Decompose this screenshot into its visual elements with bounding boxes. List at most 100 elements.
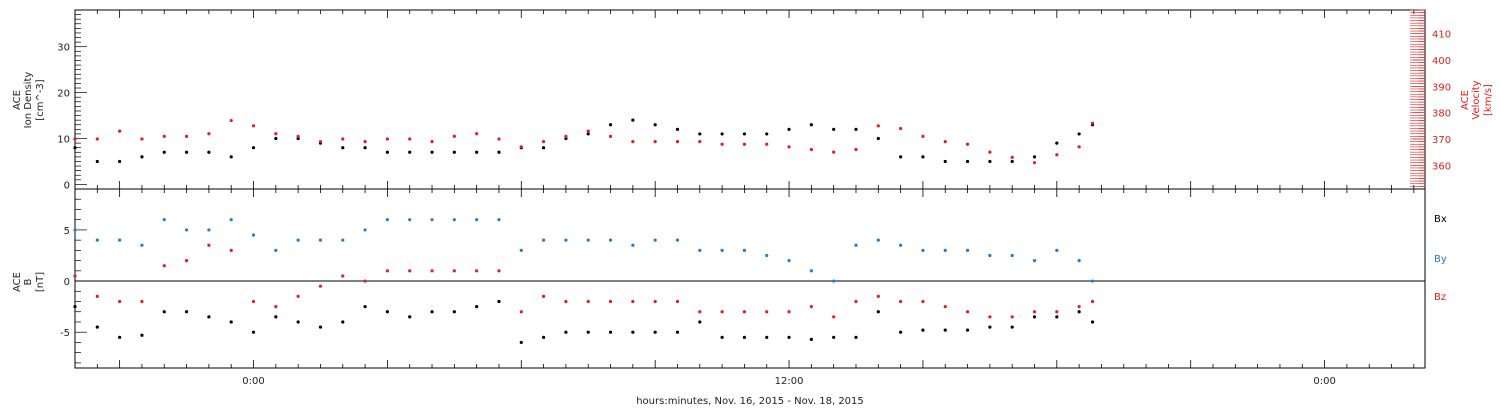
density-point: [363, 146, 367, 150]
velocity-point: [408, 137, 412, 141]
b-bz-point: [430, 269, 434, 273]
b-bx-point: [1032, 315, 1037, 319]
b-by-point: [899, 243, 903, 247]
b-bz-point: [497, 269, 501, 273]
b-bx-point: [341, 320, 345, 324]
velocity-point: [73, 137, 77, 141]
b-bx-point: [1010, 325, 1014, 329]
b-bz-point: [787, 310, 791, 314]
b-bz-point: [541, 294, 546, 298]
velocity-point: [95, 137, 99, 141]
b-bz-point: [1055, 310, 1059, 314]
b-by-point: [988, 253, 992, 258]
velocity-point: [140, 137, 144, 141]
b-bz-point: [385, 269, 389, 273]
b-bz-point: [854, 299, 858, 304]
density-point: [675, 127, 680, 131]
density-point: [608, 123, 613, 127]
b-bz-point: [899, 299, 903, 304]
b-by-point: [497, 218, 501, 222]
velocity-point: [832, 150, 836, 154]
right-y-tick-label: 390: [1432, 82, 1451, 93]
b-bz-point: [988, 315, 992, 319]
velocity-point: [274, 132, 278, 136]
velocity-point: [631, 140, 635, 144]
b-bz-point: [608, 299, 613, 304]
b-by-point: [943, 248, 947, 252]
b-by-point: [698, 248, 702, 252]
b-by-point: [229, 218, 233, 222]
b-bx-point: [229, 320, 233, 324]
velocity-point: [296, 134, 300, 138]
density-point: [251, 146, 256, 150]
density-point: [95, 159, 99, 164]
b-bz-point: [73, 274, 77, 278]
b-bz-point: [564, 299, 568, 304]
bottom-panel-frame: [74, 188, 1426, 369]
b-bx-point: [95, 325, 99, 329]
b-by-point: [341, 238, 345, 242]
density-point: [809, 123, 813, 127]
b-bz-point: [809, 305, 813, 309]
velocity-point: [965, 142, 970, 146]
b-bz-point: [140, 299, 144, 304]
b-by-point: [184, 228, 189, 232]
velocity-point: [899, 126, 903, 131]
right-y-tick-label: 370: [1432, 135, 1451, 146]
velocity-point: [184, 134, 189, 138]
velocity-point: [1010, 155, 1014, 160]
velocity-point: [1077, 145, 1081, 149]
b-bz-point: [118, 299, 122, 304]
b-by-point: [452, 218, 456, 222]
density-point: [118, 159, 122, 164]
velocity-point: [1055, 153, 1059, 157]
velocity-point: [586, 129, 590, 133]
density-point: [854, 127, 858, 131]
b-bz-point: [274, 305, 278, 309]
velocity-point: [519, 145, 523, 149]
b-by-point: [363, 228, 367, 232]
b-bx-point: [452, 310, 456, 314]
velocity-point: [1032, 161, 1037, 165]
b-bx-point: [408, 315, 412, 319]
left-y-tick-label: 0: [64, 180, 70, 191]
b-bx-point: [363, 305, 367, 309]
velocity-point: [921, 134, 925, 138]
density-point: [341, 146, 345, 150]
density-point: [899, 155, 903, 159]
left-y-tick-label: 20: [57, 89, 70, 100]
density-point: [274, 136, 278, 141]
x-tick-label: 0:00: [242, 376, 264, 387]
b-by-point: [251, 233, 256, 237]
b-bx-point: [497, 299, 501, 304]
right-y-tick-label: 410: [1432, 30, 1451, 41]
velocity-point: [876, 124, 880, 128]
b-bz-point: [653, 299, 657, 304]
density-point: [586, 132, 590, 136]
b-by-point: [475, 218, 479, 222]
b-bx-point: [854, 335, 858, 339]
b-by-point: [742, 248, 747, 252]
density-point: [765, 132, 769, 136]
legend-by: By: [1434, 254, 1447, 265]
b-bz-point: [876, 294, 880, 298]
b-bx-point: [608, 330, 613, 334]
left-y-tick-label: 10: [57, 135, 70, 146]
velocity-point: [720, 142, 724, 146]
b-bx-point: [207, 315, 211, 319]
right-y-label-line: Velocity: [1471, 80, 1482, 119]
b-bx-point: [742, 335, 747, 339]
legend-bx: Bx: [1434, 214, 1447, 225]
density-point: [73, 146, 77, 150]
b-bz-point: [1032, 310, 1037, 314]
b-bz-point: [296, 294, 300, 298]
b-by-point: [854, 243, 858, 247]
b-bz-point: [1090, 299, 1095, 304]
velocity-point: [1090, 121, 1095, 125]
velocity-point: [452, 134, 456, 138]
b-bx-point: [586, 330, 590, 334]
x-axis-title: hours:minutes, Nov. 16, 2015 - Nov. 18, …: [636, 396, 864, 407]
b-bx-point: [475, 305, 479, 309]
b-bx-point: [385, 310, 389, 314]
b-bz-point: [207, 243, 211, 247]
